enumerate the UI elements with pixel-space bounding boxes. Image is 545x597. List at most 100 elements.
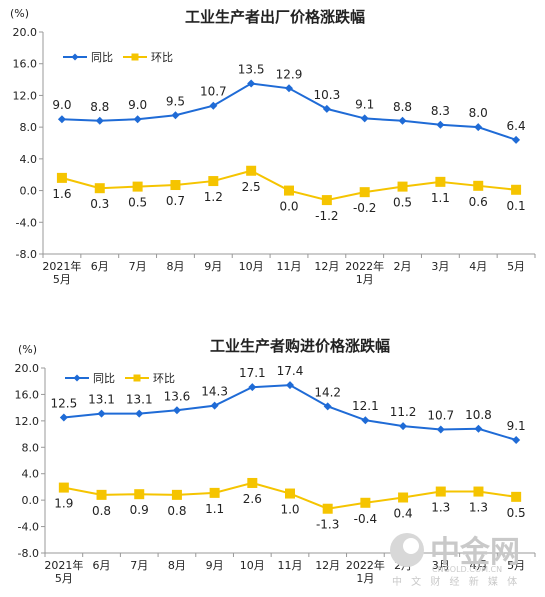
mom-data-label: 0.9 bbox=[130, 503, 149, 517]
x-tick-label: 8月 bbox=[166, 260, 184, 273]
yoy-point bbox=[322, 104, 331, 113]
x-tick-label: 10月 bbox=[240, 559, 265, 572]
x-tick-label: 6月 bbox=[91, 260, 109, 273]
yoy-data-label: 9.1 bbox=[507, 419, 526, 433]
yoy-data-label: 9.1 bbox=[355, 97, 374, 111]
mom-point bbox=[473, 180, 484, 191]
chart-title: 工业生产者购进价格涨跌幅 bbox=[210, 337, 390, 355]
x-tick-label: 5月 bbox=[53, 273, 71, 286]
mom-data-label: 0.6 bbox=[469, 195, 488, 209]
mom-point bbox=[360, 497, 371, 508]
x-tick-label: 11月 bbox=[277, 260, 302, 273]
yoy-data-label: 9.0 bbox=[52, 98, 71, 112]
y-tick-label: 8.0 bbox=[22, 441, 40, 454]
x-tick-label: 1月 bbox=[356, 572, 374, 585]
mom-point bbox=[208, 176, 219, 187]
yoy-data-label: 13.1 bbox=[88, 393, 115, 407]
x-tick-label: 11月 bbox=[278, 559, 303, 572]
mom-data-label: 0.5 bbox=[393, 196, 412, 210]
mom-data-label: 1.3 bbox=[431, 501, 450, 515]
y-tick-label: 0.0 bbox=[22, 494, 40, 507]
y-tick-label: 16.0 bbox=[15, 388, 40, 401]
mom-data-label: 1.1 bbox=[431, 191, 450, 205]
x-tick-label: 2021年 bbox=[42, 259, 81, 273]
mom-point bbox=[94, 183, 105, 194]
mom-point bbox=[435, 486, 446, 497]
mom-data-label: 2.5 bbox=[242, 180, 261, 194]
mom-point bbox=[322, 503, 333, 514]
x-tick-label: 2022年 bbox=[345, 259, 384, 273]
x-tick-label: 1月 bbox=[356, 273, 374, 286]
yoy-point bbox=[247, 79, 256, 88]
yoy-data-label: 10.3 bbox=[313, 88, 340, 102]
y-tick-label: 12.0 bbox=[15, 415, 40, 428]
watermark: 中金网 中 文 财 经 新 媒 体 CNGOLD.COM.CN bbox=[390, 533, 520, 588]
x-tick-label: 9月 bbox=[206, 559, 224, 572]
mom-point bbox=[473, 486, 484, 497]
mom-data-label: 0.3 bbox=[90, 197, 109, 211]
yoy-point bbox=[399, 422, 408, 431]
mom-data-label: -0.2 bbox=[353, 201, 376, 215]
watermark-main: 中金网 bbox=[430, 535, 520, 570]
mom-data-label: 0.5 bbox=[507, 506, 526, 520]
mom-data-label: -0.4 bbox=[354, 512, 377, 526]
yoy-point bbox=[436, 120, 445, 129]
yoy-data-label: 13.1 bbox=[126, 393, 153, 407]
y-tick-label: -8.0 bbox=[18, 547, 39, 560]
y-tick-label: -4.0 bbox=[18, 521, 39, 534]
mom-point bbox=[132, 181, 143, 192]
x-tick-label: 4月 bbox=[469, 260, 487, 273]
legend-label: 环比 bbox=[151, 51, 173, 64]
y-tick-label: 12.0 bbox=[13, 89, 38, 102]
x-tick-label: 6月 bbox=[93, 559, 111, 572]
mom-point bbox=[247, 477, 258, 488]
mom-point bbox=[284, 185, 294, 196]
yoy-data-label: 8.8 bbox=[393, 100, 412, 114]
yoy-data-label: 13.5 bbox=[238, 63, 265, 77]
mom-data-label: 0.1 bbox=[507, 199, 526, 213]
x-tick-label: 8月 bbox=[168, 559, 186, 572]
yoy-point bbox=[360, 114, 369, 123]
legend-label: 同比 bbox=[91, 51, 113, 64]
yoy-data-label: 9.0 bbox=[128, 98, 147, 112]
yoy-point bbox=[286, 381, 294, 390]
x-tick-label: 3月 bbox=[431, 260, 449, 273]
yoy-data-label: 10.7 bbox=[200, 85, 227, 99]
yoy-data-label: 14.3 bbox=[201, 385, 228, 399]
mom-point bbox=[321, 195, 332, 206]
y-tick-label: 16.0 bbox=[13, 58, 38, 71]
yoy-point bbox=[323, 402, 332, 411]
x-tick-label: 12月 bbox=[315, 559, 340, 572]
mom-data-label: 0.4 bbox=[394, 507, 413, 521]
mom-point bbox=[56, 172, 67, 183]
yoy-point bbox=[285, 84, 293, 93]
yoy-data-label: 17.1 bbox=[239, 366, 266, 380]
mom-data-label: 0.8 bbox=[92, 504, 111, 518]
y-unit: (%) bbox=[10, 7, 29, 20]
yoy-point bbox=[248, 383, 257, 392]
watermark-logo-inner bbox=[403, 538, 419, 554]
yoy-data-label: 14.2 bbox=[314, 385, 341, 399]
mom-point bbox=[96, 489, 107, 500]
x-tick-label: 4月 bbox=[469, 559, 487, 572]
mom-data-label: 1.2 bbox=[204, 190, 223, 204]
x-tick-label: 5月 bbox=[507, 260, 525, 273]
y-unit: (%) bbox=[18, 343, 37, 356]
x-tick-label: 9月 bbox=[204, 260, 222, 273]
mom-data-label: 1.1 bbox=[205, 502, 224, 516]
ppi-output-chart: 工业生产者出厂价格涨跌幅 (%) 20.0 16.0 12.0 8.0 4.0 0.0 -4.0… bbox=[10, 7, 536, 286]
yoy-data-label: 9.5 bbox=[166, 94, 185, 108]
y-tick-label: -8.0 bbox=[16, 248, 37, 261]
x-tick-label: 2021年 bbox=[44, 558, 83, 572]
yoy-point bbox=[171, 111, 180, 120]
watermark-sub: 中 文 财 经 新 媒 体 bbox=[392, 575, 520, 588]
yoy-point bbox=[209, 101, 218, 110]
yoy-point bbox=[474, 123, 483, 132]
yoy-point bbox=[436, 425, 445, 434]
yoy-point bbox=[135, 409, 144, 418]
legend-marker bbox=[73, 374, 81, 382]
yoy-point bbox=[95, 116, 104, 125]
legend-marker bbox=[131, 53, 139, 61]
mom-point bbox=[435, 176, 446, 187]
